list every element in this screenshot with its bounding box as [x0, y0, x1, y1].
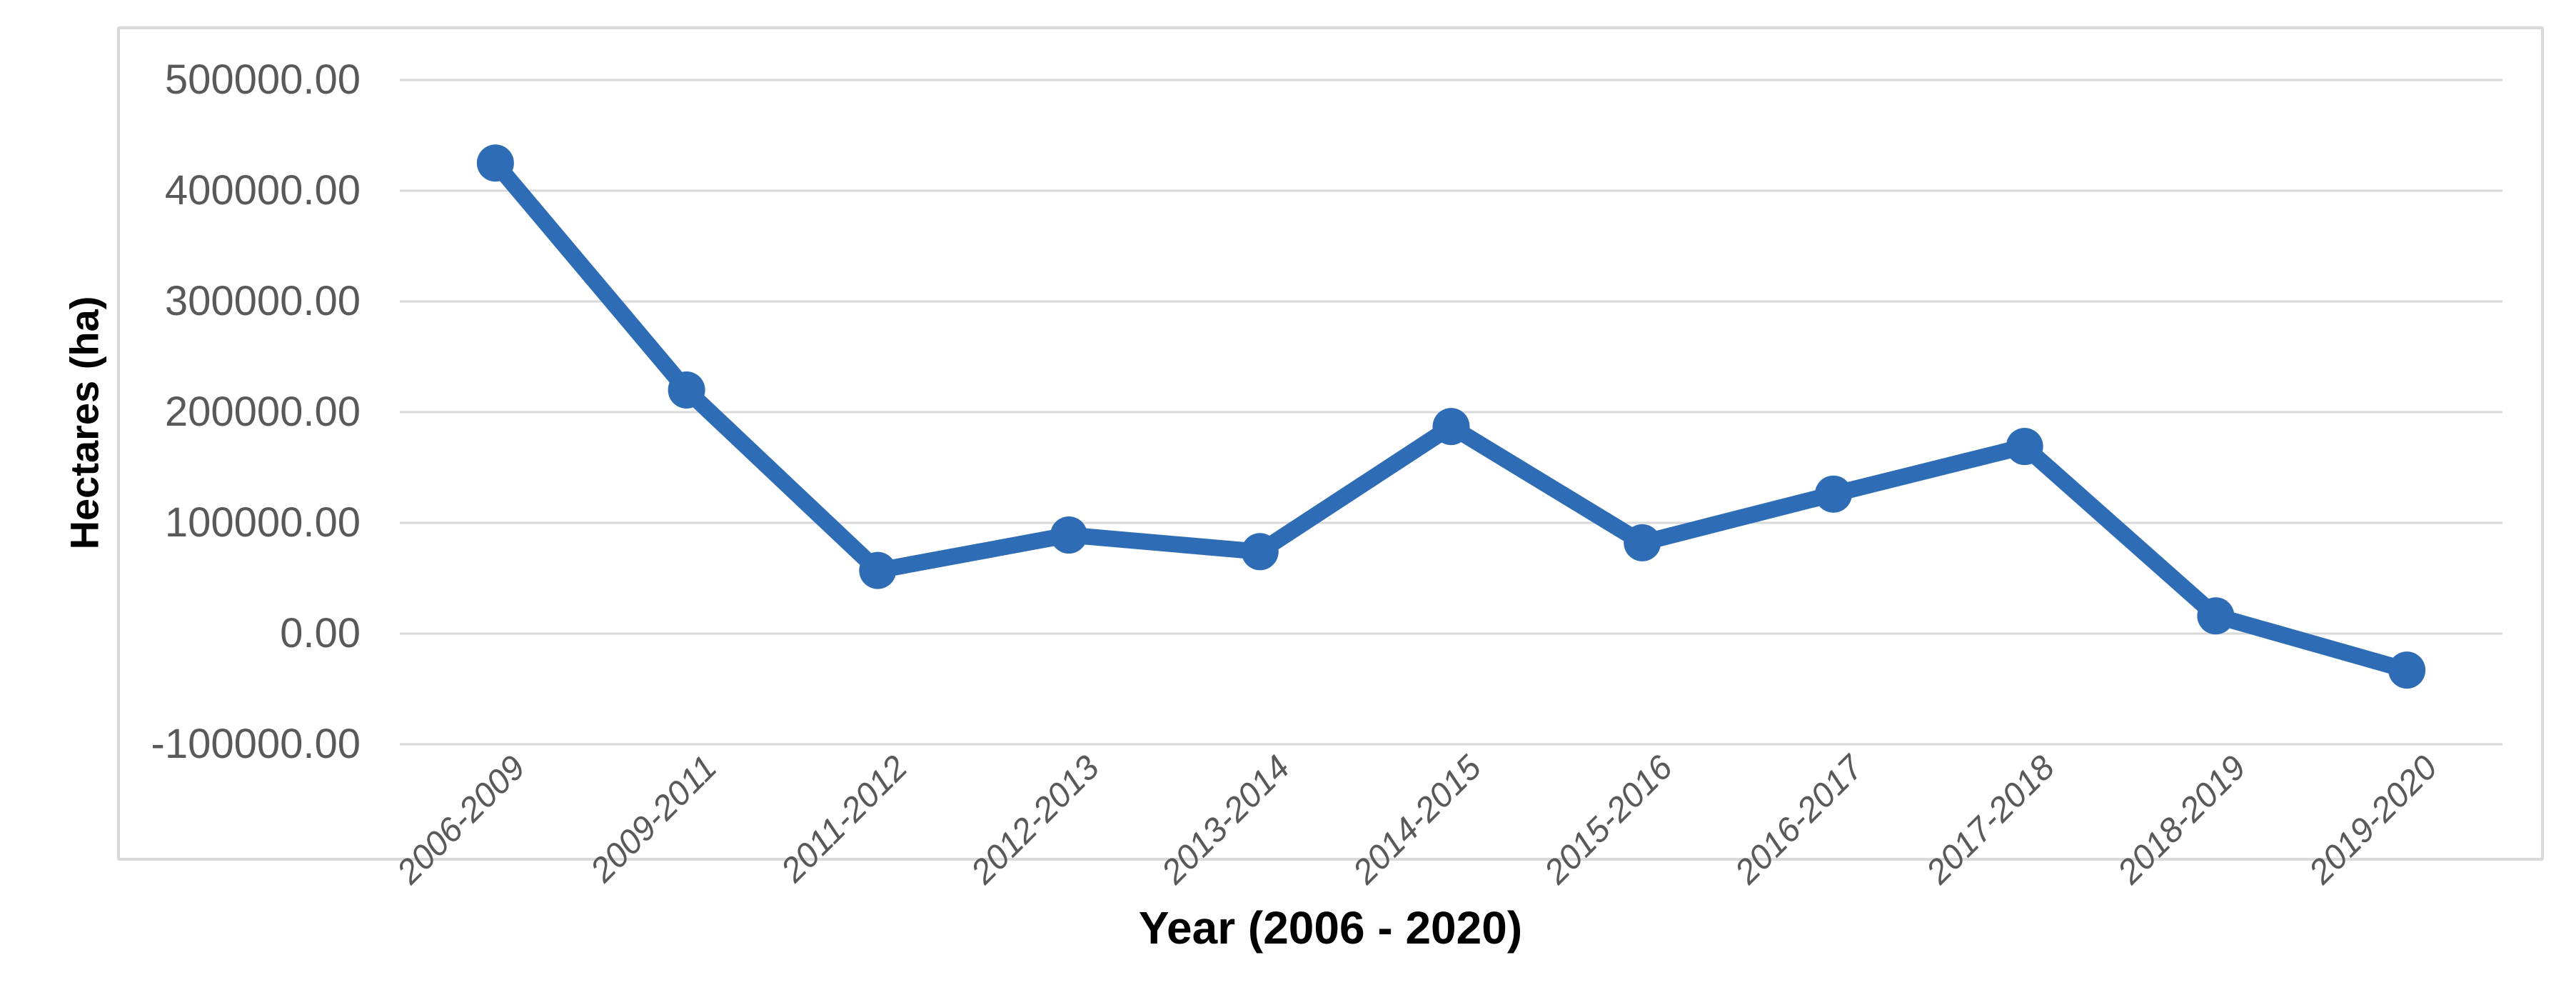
data-point-marker — [476, 144, 514, 182]
y-tick-label: 100000.00 — [164, 499, 361, 546]
data-point-marker — [1241, 533, 1279, 571]
y-tick-label: -100000.00 — [151, 721, 361, 767]
chart-frame — [117, 26, 2544, 861]
data-point-marker — [2388, 651, 2426, 689]
data-point-marker — [1814, 475, 1852, 513]
data-point-marker — [1624, 524, 1661, 561]
data-point-marker — [1432, 408, 1470, 446]
y-axis-tick-labels: 500000.00 400000.00 300000.00 200000.00 1000… — [0, 0, 361, 1000]
y-tick-label: 300000.00 — [164, 278, 361, 324]
y-tick-label: 500000.00 — [164, 56, 361, 103]
data-point-marker — [1050, 516, 1088, 554]
y-tick-label: 0.00 — [280, 610, 361, 656]
data-point-marker — [668, 371, 705, 409]
x-axis-title: Year (2006 - 2020) — [1138, 902, 1523, 954]
data-point-marker — [859, 551, 897, 589]
data-point-marker — [2006, 428, 2043, 466]
y-tick-label: 200000.00 — [164, 389, 361, 435]
y-tick-label: 400000.00 — [164, 167, 361, 214]
data-point-marker — [2197, 597, 2235, 635]
